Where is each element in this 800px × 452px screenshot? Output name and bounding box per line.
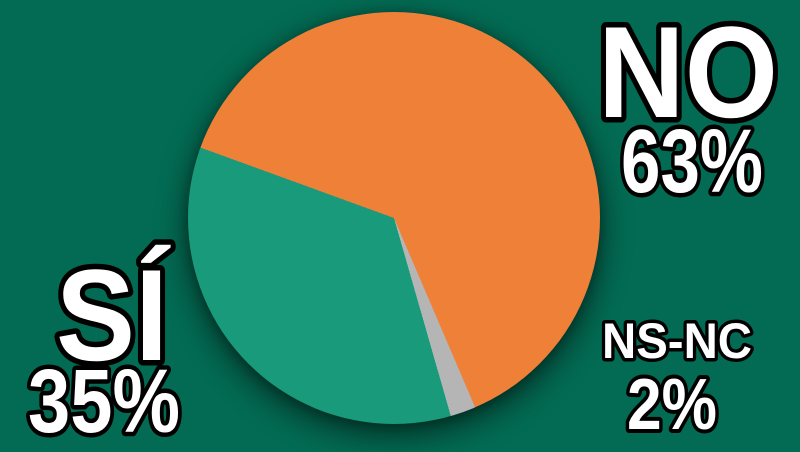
- slice-label-no: NO: [598, 0, 778, 145]
- slice-label-si: SÍ: [56, 242, 171, 388]
- slice-value-no: 63%: [621, 112, 763, 212]
- slice-value-si: 35%: [28, 352, 180, 452]
- slice-value-nsnc: 2%: [627, 365, 717, 445]
- pie-chart: [188, 12, 600, 424]
- slice-label-nsnc: NS-NC: [602, 313, 752, 369]
